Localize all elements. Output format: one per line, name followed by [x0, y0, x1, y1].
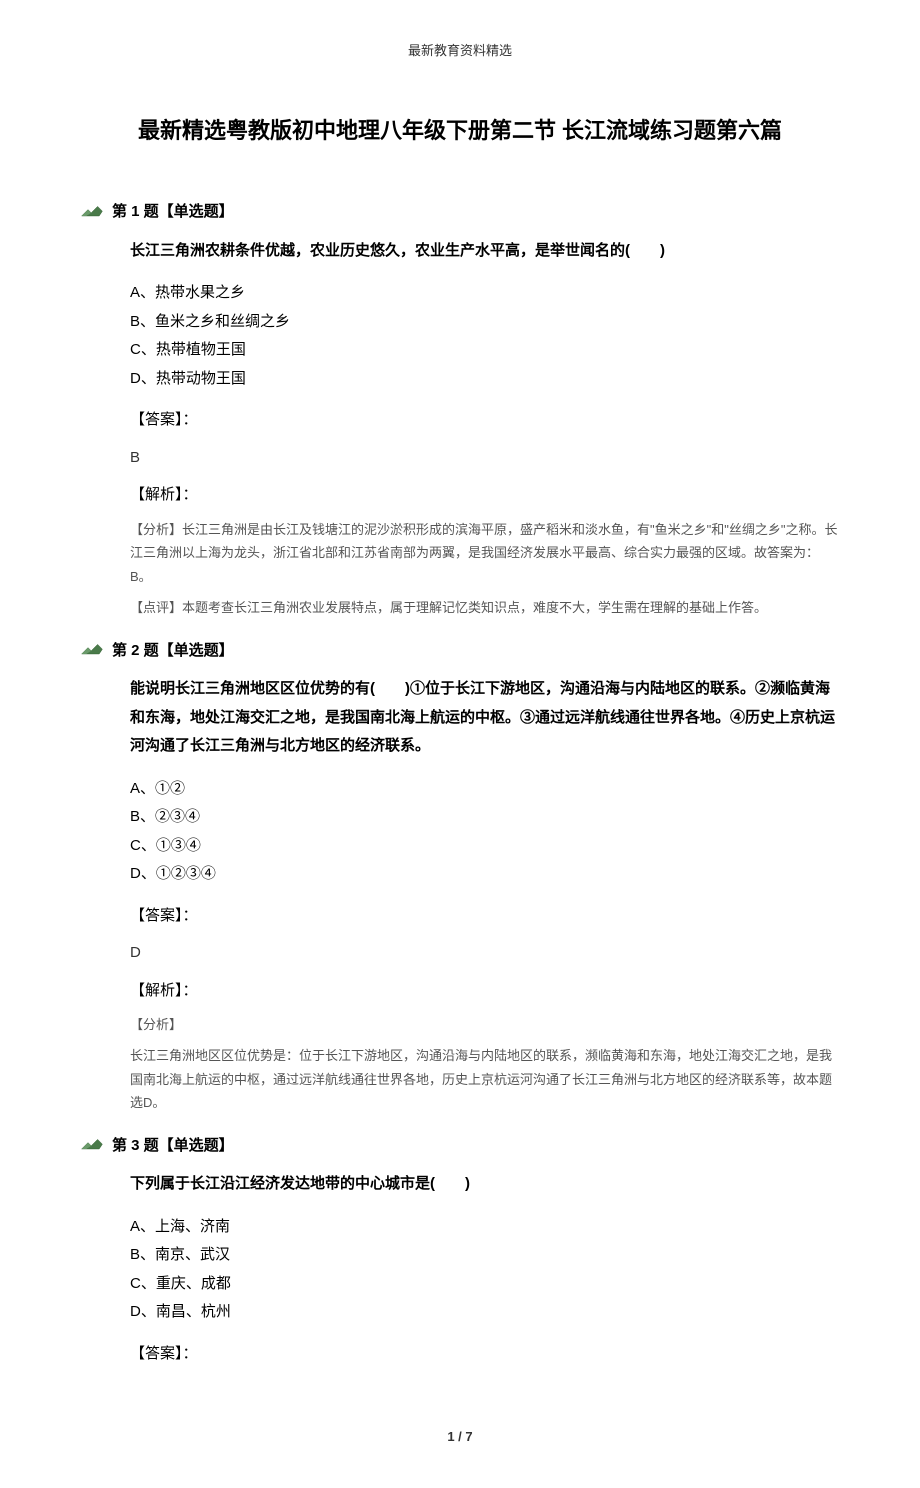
question-header: 第 2 题【单选题】: [80, 638, 840, 664]
question-number: 第 3 题【单选题】: [112, 1133, 234, 1159]
page-title: 最新精选粤教版初中地理八年级下册第二节 长江流域练习题第六篇: [80, 112, 840, 149]
option-line: B、鱼米之乡和丝绸之乡: [130, 308, 840, 337]
option-line: C、①③④: [130, 832, 840, 861]
arrow-icon: [80, 642, 104, 658]
answer-value: D: [130, 940, 840, 966]
option-line: B、南京、武汉: [130, 1241, 840, 1270]
options-block: A、上海、济南B、南京、武汉C、重庆、成都D、南昌、杭州: [130, 1213, 840, 1327]
options-block: A、热带水果之乡B、鱼米之乡和丝绸之乡C、热带植物王国D、热带动物王国: [130, 279, 840, 393]
analysis-paragraph: 【分析】长江三角洲是由长江及钱塘江的泥沙淤积形成的滨海平原，盛产稻米和淡水鱼，有…: [130, 518, 840, 588]
option-line: D、热带动物王国: [130, 365, 840, 394]
analysis-paragraph: 【点评】本题考查长江三角洲农业发展特点，属于理解记忆类知识点，难度不大，学生需在…: [130, 596, 840, 619]
question-number: 第 1 题【单选题】: [112, 199, 234, 225]
analysis-label: 【解析】：: [130, 978, 840, 1004]
question-number: 第 2 题【单选题】: [112, 638, 234, 664]
question-header: 第 3 题【单选题】: [80, 1133, 840, 1159]
question-text: 能说明长江三角洲地区区位优势的有( )①位于长江下游地区，沟通沿海与内陆地区的联…: [130, 675, 840, 761]
option-line: A、热带水果之乡: [130, 279, 840, 308]
option-line: A、上海、济南: [130, 1213, 840, 1242]
header-text: 最新教育资料精选: [80, 40, 840, 62]
answer-label: 【答案】：: [130, 903, 840, 929]
question-text: 长江三角洲农耕条件优越，农业历史悠久，农业生产水平高，是举世闻名的( ): [130, 237, 840, 266]
option-line: D、①②③④: [130, 860, 840, 889]
page-footer: 1 / 7: [80, 1426, 840, 1448]
answer-value: B: [130, 445, 840, 471]
arrow-icon: [80, 1137, 104, 1153]
option-line: C、重庆、成都: [130, 1270, 840, 1299]
option-line: B、②③④: [130, 803, 840, 832]
question-text: 下列属于长江沿江经济发达地带的中心城市是( ): [130, 1170, 840, 1199]
answer-label: 【答案】：: [130, 407, 840, 433]
analysis-paragraph: 【分析】: [130, 1013, 840, 1036]
option-line: C、热带植物王国: [130, 336, 840, 365]
option-line: A、①②: [130, 775, 840, 804]
options-block: A、①②B、②③④C、①③④D、①②③④: [130, 775, 840, 889]
analysis-label: 【解析】：: [130, 482, 840, 508]
questions-container: 第 1 题【单选题】长江三角洲农耕条件优越，农业历史悠久，农业生产水平高，是举世…: [80, 199, 840, 1366]
arrow-icon: [80, 204, 104, 220]
analysis-paragraph: 长江三角洲地区区位优势是：位于长江下游地区，沟通沿海与内陆地区的联系，濒临黄海和…: [130, 1044, 840, 1114]
question-header: 第 1 题【单选题】: [80, 199, 840, 225]
option-line: D、南昌、杭州: [130, 1298, 840, 1327]
answer-label: 【答案】：: [130, 1341, 840, 1367]
